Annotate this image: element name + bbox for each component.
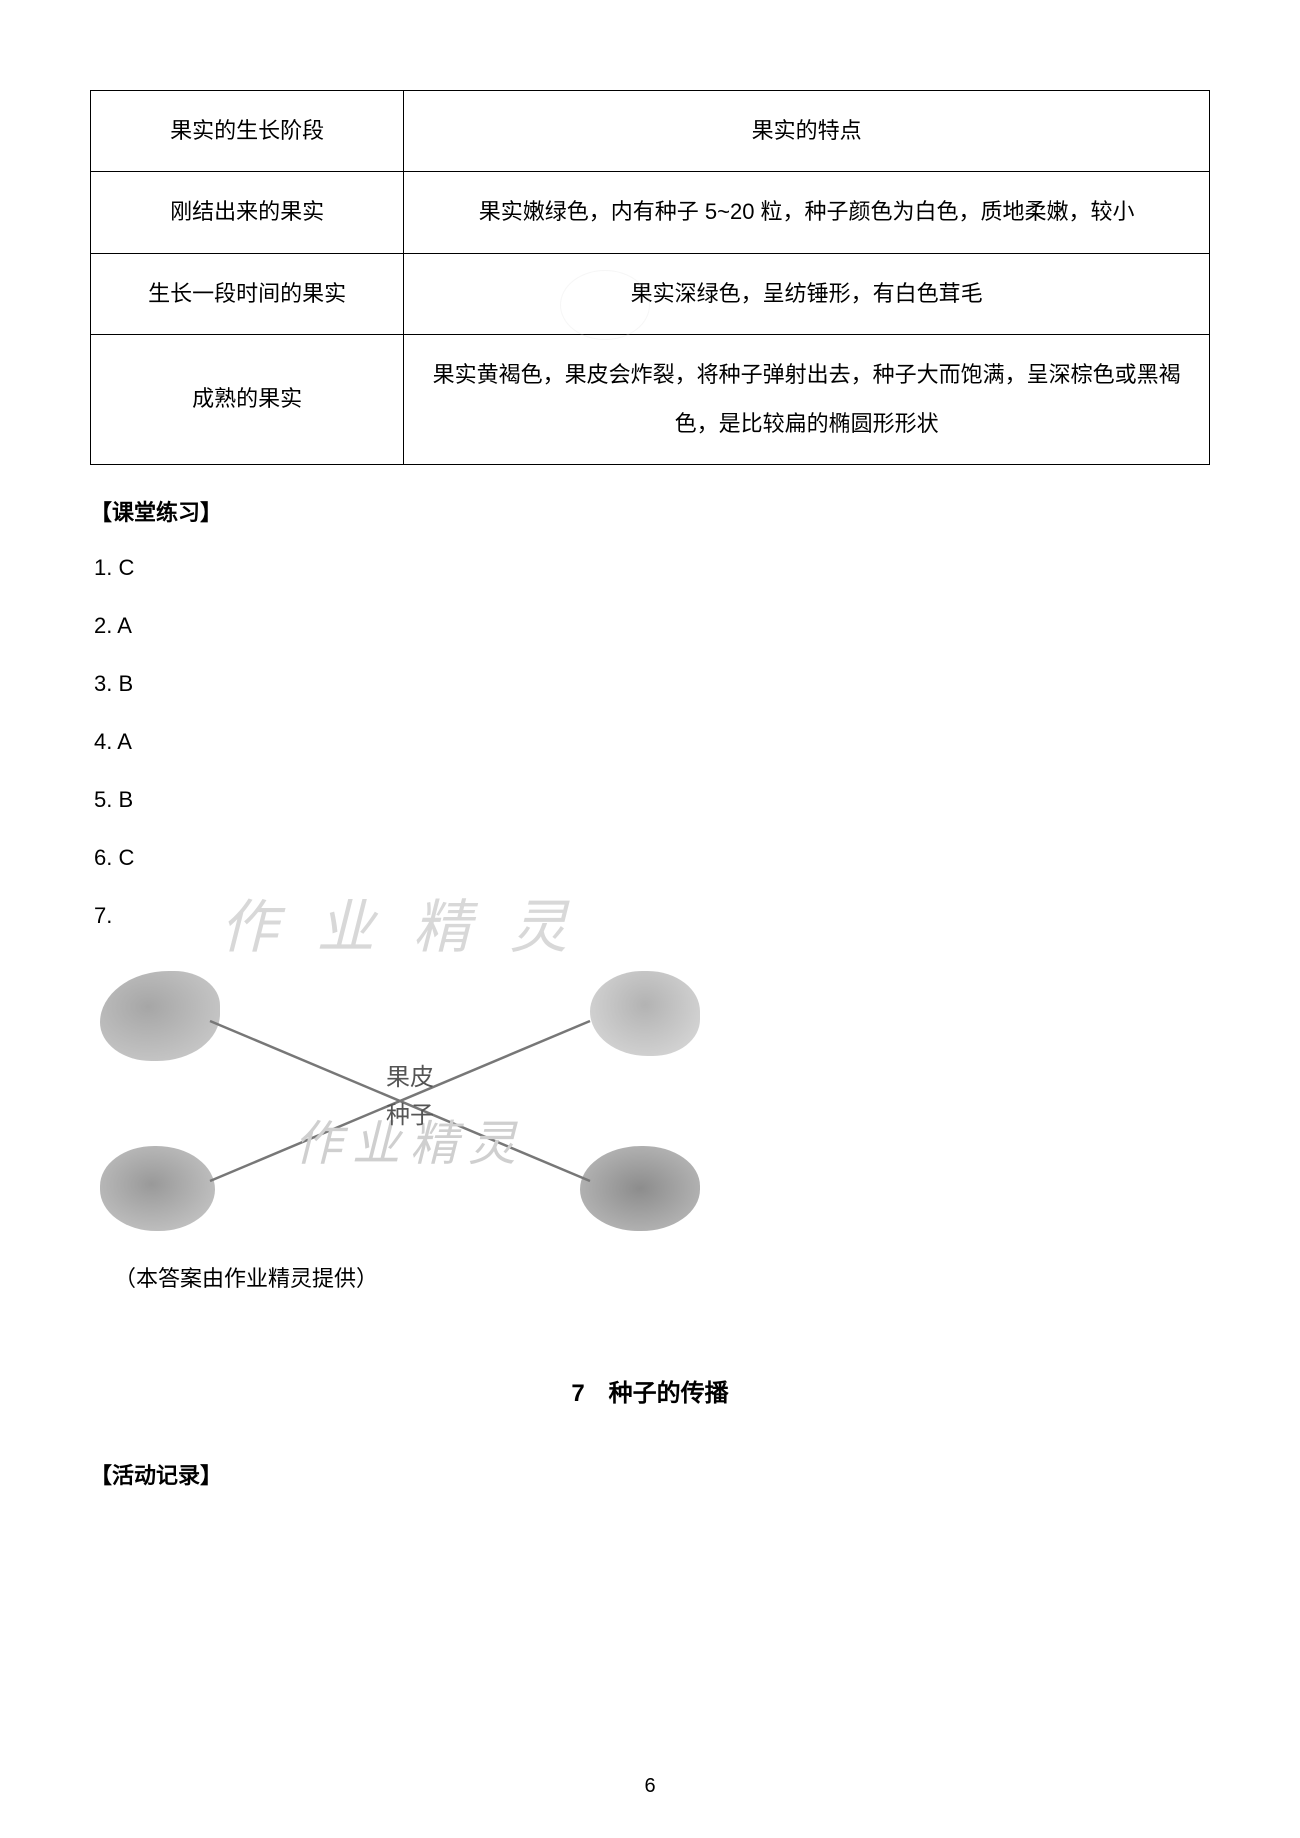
matching-diagram: 果皮 种子 作业精灵 xyxy=(90,961,730,1241)
answer-4: 4. A xyxy=(90,729,1210,755)
fruit-stage-table: 果实的生长阶段 果实的特点 刚结出来的果实 果实嫩绿色，内有种子 5~20 粒，… xyxy=(90,90,1210,465)
table-header-row: 果实的生长阶段 果实的特点 xyxy=(91,91,1210,172)
table-cell-stage: 刚结出来的果实 xyxy=(91,172,404,253)
table-row: 成熟的果实 果实黄褐色，果皮会炸裂，将种子弹射出去，种子大而饱满，呈深棕色或黑褐… xyxy=(91,335,1210,465)
table-cell-stage: 成熟的果实 xyxy=(91,335,404,465)
answer-7: 7. xyxy=(90,903,1210,929)
answer-6: 6. C xyxy=(90,845,1210,871)
chapter-title: 7 种子的传播 xyxy=(90,1373,1210,1408)
answer-5: 5. B xyxy=(90,787,1210,813)
table-cell-stage: 生长一段时间的果实 xyxy=(91,253,404,334)
diagram-label-peel: 果皮 xyxy=(386,1059,434,1097)
table-cell-desc: 果实嫩绿色，内有种子 5~20 粒，种子颜色为白色，质地柔嫩，较小 xyxy=(404,172,1210,253)
answer-2: 2. A xyxy=(90,613,1210,639)
table-cell-desc: 果实深绿色，呈纺锤形，有白色茸毛 xyxy=(404,253,1210,334)
table-cell-desc: 果实黄褐色，果皮会炸裂，将种子弹射出去，种子大而饱满，呈深棕色或黑褐色，是比较扁… xyxy=(404,335,1210,465)
answer-1: 1. C xyxy=(90,555,1210,581)
diagram-center-labels: 果皮 种子 xyxy=(386,1059,434,1136)
table-row: 生长一段时间的果实 果实深绿色，呈纺锤形，有白色茸毛 xyxy=(91,253,1210,334)
page-number: 6 xyxy=(644,1775,655,1798)
credit-text: （本答案由作业精灵提供） xyxy=(90,1261,1210,1293)
section-practice-heading: 【课堂练习】 xyxy=(90,495,1210,527)
table-header-col2: 果实的特点 xyxy=(404,91,1210,172)
table-row: 刚结出来的果实 果实嫩绿色，内有种子 5~20 粒，种子颜色为白色，质地柔嫩，较… xyxy=(91,172,1210,253)
section-activity-heading: 【活动记录】 xyxy=(90,1458,1210,1490)
diagram-label-seed: 种子 xyxy=(386,1097,434,1135)
table-header-col1: 果实的生长阶段 xyxy=(91,91,404,172)
answer-3: 3. B xyxy=(90,671,1210,697)
